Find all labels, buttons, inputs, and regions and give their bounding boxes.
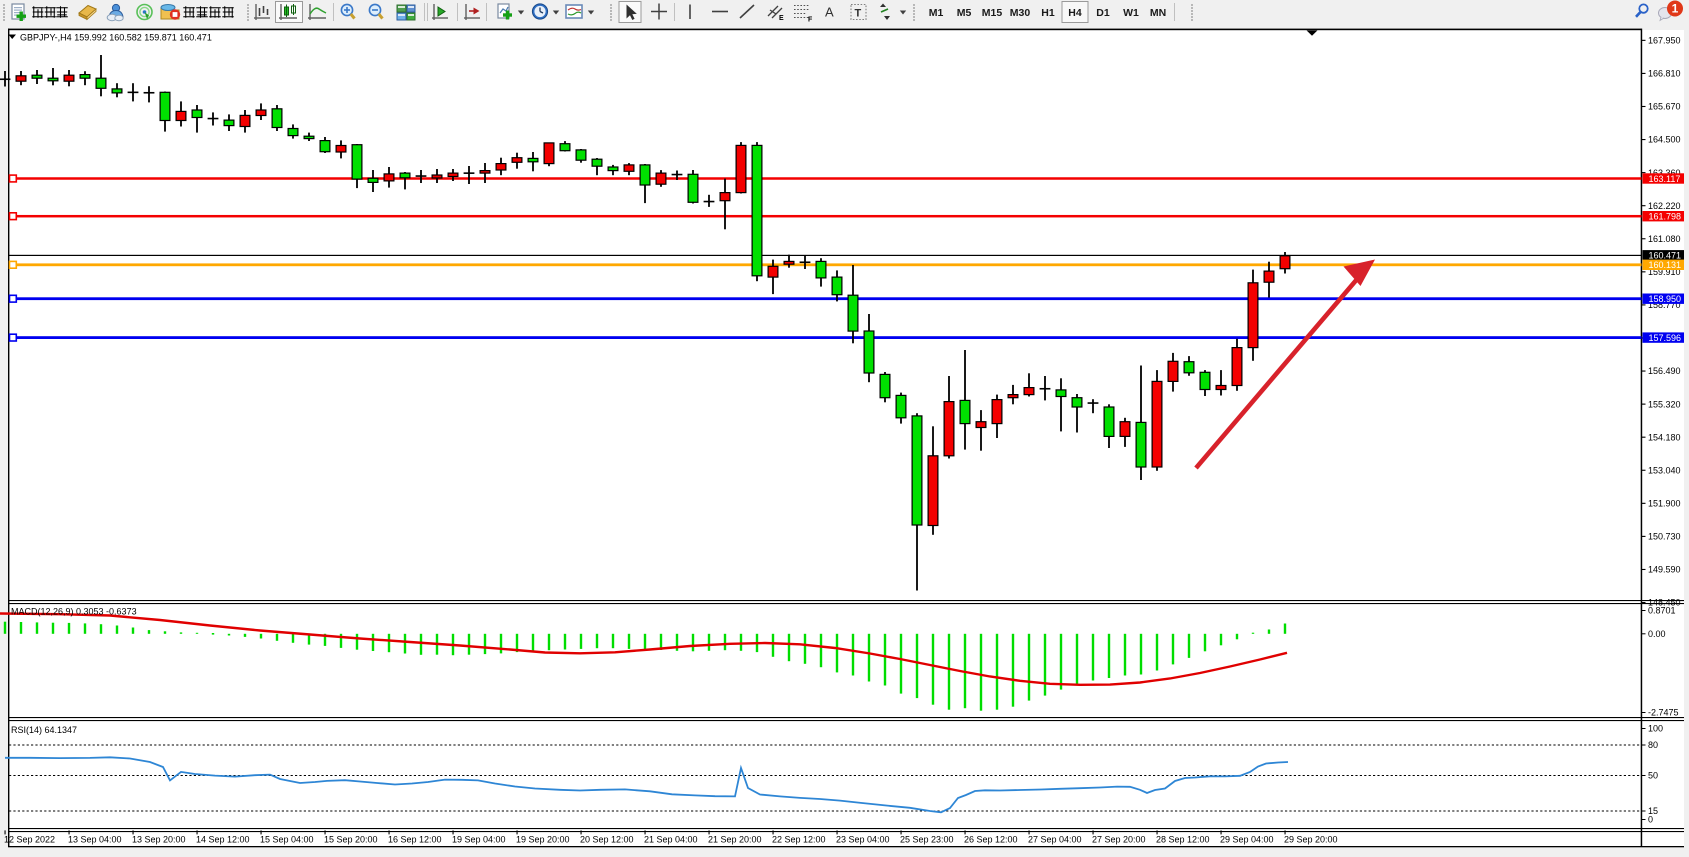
svg-text:165.670: 165.670 <box>1648 102 1681 112</box>
svg-text:161.798: 161.798 <box>1649 212 1682 222</box>
svg-text:20 Sep 12:00: 20 Sep 12:00 <box>580 835 634 845</box>
svg-text:159.910: 159.910 <box>1648 267 1681 277</box>
svg-text:0: 0 <box>1648 815 1653 825</box>
svg-text:15 Sep 20:00: 15 Sep 20:00 <box>324 835 378 845</box>
svg-text:21 Sep 20:00: 21 Sep 20:00 <box>708 835 762 845</box>
svg-text:0.00: 0.00 <box>1648 629 1666 639</box>
svg-text:MN: MN <box>1150 7 1166 19</box>
svg-text:166.810: 166.810 <box>1648 69 1681 79</box>
svg-text:D1: D1 <box>1096 7 1110 19</box>
svg-text:50: 50 <box>1648 771 1658 781</box>
svg-text:160.471: 160.471 <box>1649 251 1682 261</box>
svg-text:157.596: 157.596 <box>1649 333 1682 343</box>
svg-text:E: E <box>779 15 784 22</box>
svg-text:13 Sep 20:00: 13 Sep 20:00 <box>132 835 186 845</box>
svg-text:14 Sep 12:00: 14 Sep 12:00 <box>196 835 250 845</box>
svg-text:167.950: 167.950 <box>1648 36 1681 46</box>
svg-text:H4: H4 <box>1068 7 1082 19</box>
svg-text:H1: H1 <box>1041 7 1055 19</box>
svg-text:15 Sep 04:00: 15 Sep 04:00 <box>260 835 314 845</box>
svg-text:154.180: 154.180 <box>1648 432 1681 442</box>
svg-text:21 Sep 04:00: 21 Sep 04:00 <box>644 835 698 845</box>
svg-text:MACD(12,26,9) 0.3053 -0.6373: MACD(12,26,9) 0.3053 -0.6373 <box>11 607 137 617</box>
svg-text:22 Sep 12:00: 22 Sep 12:00 <box>772 835 826 845</box>
svg-text:RSI(14) 64.1347: RSI(14) 64.1347 <box>11 725 77 735</box>
svg-text:W1: W1 <box>1123 7 1139 19</box>
svg-text:163.360: 163.360 <box>1648 168 1681 178</box>
svg-text:M30: M30 <box>1010 7 1031 19</box>
svg-text:16 Sep 12:00: 16 Sep 12:00 <box>388 835 442 845</box>
svg-text:19 Sep 04:00: 19 Sep 04:00 <box>452 835 506 845</box>
svg-text:M1: M1 <box>929 7 944 19</box>
svg-text:100: 100 <box>1648 724 1663 734</box>
svg-text:23 Sep 04:00: 23 Sep 04:00 <box>836 835 890 845</box>
svg-text:25 Sep 23:00: 25 Sep 23:00 <box>900 835 954 845</box>
svg-text:160.131: 160.131 <box>1649 260 1682 270</box>
svg-text:153.040: 153.040 <box>1648 465 1681 475</box>
svg-text:158.950: 158.950 <box>1649 294 1682 304</box>
svg-text:29 Sep 04:00: 29 Sep 04:00 <box>1220 835 1274 845</box>
svg-text:151.900: 151.900 <box>1648 498 1681 508</box>
svg-text:29 Sep 20:00: 29 Sep 20:00 <box>1284 835 1338 845</box>
svg-text:155.320: 155.320 <box>1648 399 1681 409</box>
svg-text:-2.7475: -2.7475 <box>1648 708 1679 718</box>
svg-text:27 Sep 04:00: 27 Sep 04:00 <box>1028 835 1082 845</box>
svg-text:13 Sep 04:00: 13 Sep 04:00 <box>68 835 122 845</box>
svg-text:164.500: 164.500 <box>1648 135 1681 145</box>
svg-text:T: T <box>855 8 862 20</box>
svg-text:150.730: 150.730 <box>1648 532 1681 542</box>
svg-text:149.590: 149.590 <box>1648 565 1681 575</box>
svg-text:148.450: 148.450 <box>1648 598 1681 608</box>
svg-text:A: A <box>825 5 834 20</box>
svg-text:1: 1 <box>1672 2 1679 16</box>
svg-text:26 Sep 12:00: 26 Sep 12:00 <box>964 835 1018 845</box>
svg-text:163.117: 163.117 <box>1649 174 1681 184</box>
svg-text:161.080: 161.080 <box>1648 234 1681 244</box>
svg-text:162.220: 162.220 <box>1648 201 1681 211</box>
svg-text:19 Sep 20:00: 19 Sep 20:00 <box>516 835 570 845</box>
svg-text:15: 15 <box>1648 806 1658 816</box>
svg-text:M5: M5 <box>957 7 972 19</box>
svg-text:80: 80 <box>1648 740 1658 750</box>
svg-text:158.770: 158.770 <box>1648 300 1681 310</box>
svg-text:GBPJPY-,H4 159.992 160.582 15: GBPJPY-,H4 159.992 160.582 159.871 160.4… <box>20 33 212 43</box>
svg-text:28 Sep 12:00: 28 Sep 12:00 <box>1156 835 1210 845</box>
svg-text:156.490: 156.490 <box>1648 366 1681 376</box>
svg-text:27 Sep 20:00: 27 Sep 20:00 <box>1092 835 1146 845</box>
svg-text:F: F <box>808 17 813 24</box>
svg-text:M15: M15 <box>982 7 1003 19</box>
svg-text:12 Sep 2022: 12 Sep 2022 <box>4 835 55 845</box>
svg-text:0.8701: 0.8701 <box>1648 606 1676 616</box>
